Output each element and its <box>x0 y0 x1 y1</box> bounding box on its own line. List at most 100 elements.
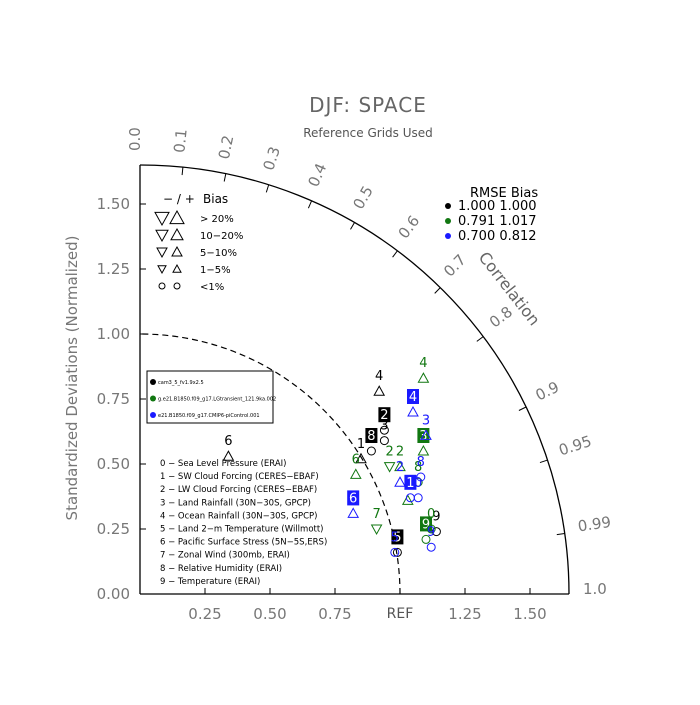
y-tick-label: 1.50 <box>97 195 130 213</box>
data-point-label: 1 <box>406 476 414 491</box>
case-legend-box <box>146 370 274 424</box>
case-legend-label: g.e21.B1850.f09_g17.LGtransient_121.9ka.… <box>158 397 276 403</box>
data-point-label-box <box>365 428 378 443</box>
bias-legend-label: 5−10% <box>200 248 237 259</box>
data-point-marker <box>383 462 396 473</box>
correlation-tick-mark <box>223 173 227 182</box>
data-point-label-box <box>391 529 404 545</box>
correlation-tick-label: 1.0 <box>583 580 607 598</box>
data-point-marker <box>394 460 406 472</box>
data-point-label: 4 <box>375 369 383 384</box>
data-point-label-box <box>404 474 417 490</box>
data-point-marker <box>349 468 362 479</box>
rmse-legend-values: 0.700 0.812 <box>458 229 537 244</box>
data-point-label: 4 <box>409 390 417 405</box>
correlation-tick-label: 0.1 <box>170 128 190 154</box>
data-point-marker <box>373 385 386 396</box>
data-point-marker <box>417 372 430 383</box>
data-point-marker <box>366 446 376 456</box>
correlation-tick-mark <box>476 336 484 342</box>
bias-legend-down-triangle <box>154 211 170 227</box>
data-point-label: 6 <box>352 452 360 467</box>
data-point-marker <box>355 452 367 464</box>
outer-arc <box>139 164 570 595</box>
x-tick-label: 1.25 <box>448 605 481 623</box>
bias-legend-label: 10−20% <box>200 231 243 242</box>
variable-legend-item: 5 − Land 2−m Temperature (Willmott) <box>160 525 324 535</box>
data-point-label: 2 <box>396 460 404 475</box>
correlation-tick-label: 0.9 <box>533 378 562 405</box>
y-tick-label: 0.00 <box>97 585 130 603</box>
y-axis-label: Standardized Deviations (Normalized) <box>63 236 81 521</box>
data-point-label-box <box>347 490 360 506</box>
data-point-label: 9 <box>427 525 435 540</box>
bias-legend-label: <1% <box>200 282 224 293</box>
bias-legend-label: 1−5% <box>200 265 231 276</box>
data-point-label-box <box>407 389 419 404</box>
bias-legend-up-triangle <box>170 227 184 241</box>
correlation-tick-label: 0.8 <box>486 303 516 332</box>
data-point-marker <box>417 444 430 456</box>
x-tick-label: 0.50 <box>253 605 286 623</box>
data-point-marker <box>426 524 436 534</box>
reference-circle <box>139 333 401 595</box>
variable-legend-item: 3 − Land Rainfall (30N−30S, GPCP) <box>160 498 311 508</box>
data-point-label: 3 <box>422 413 430 428</box>
x-tick-label: 1.50 <box>513 605 546 623</box>
correlation-tick-label: 0.6 <box>395 212 424 242</box>
variable-legend-item: 9 − Temperature (ERAI) <box>160 577 260 587</box>
rmse-legend-dot <box>445 233 451 239</box>
data-point-marker <box>222 450 235 461</box>
case-legend-dot <box>150 412 156 418</box>
data-point-label: 3 <box>419 429 427 444</box>
data-point-marker <box>416 472 426 482</box>
correlation-tick-mark <box>307 200 313 209</box>
data-point-marker <box>413 493 423 503</box>
case-legend-dot <box>150 395 156 402</box>
ref-label: REF <box>387 606 414 622</box>
bias-legend-header-sign: − / + <box>163 192 195 206</box>
rmse-legend-values: 1.000 1.000 <box>458 199 537 214</box>
data-point-label: 8 <box>414 460 422 475</box>
bias-legend-down-triangle <box>156 247 168 259</box>
bias-legend-circle <box>158 282 166 290</box>
correlation-tick-label: 0.4 <box>304 161 330 190</box>
variable-legend-item: 1 − SW Cloud Forcing (CERES−EBAF) <box>160 472 319 482</box>
y-tick-label: 0.75 <box>97 390 130 408</box>
data-point-marker <box>426 542 436 552</box>
correlation-tick-label: 0.5 <box>349 183 377 213</box>
data-point-label: 6 <box>224 434 232 449</box>
data-point-label: 1 <box>357 437 365 452</box>
data-point-label: 4 <box>419 356 427 371</box>
variable-legend-item: 8 − Relative Humidity (ERAI) <box>160 564 282 574</box>
y-tick-label: 1.00 <box>97 325 130 343</box>
data-point-label: 9 <box>422 517 430 532</box>
chart-title: DJF: SPACE <box>309 93 427 117</box>
y-tick-label: 0.25 <box>97 520 130 538</box>
rmse-legend-dot <box>445 218 451 224</box>
data-point-label: 0 <box>414 476 422 491</box>
case-legend-label: cam3_5_fv1.9x2.5 <box>158 380 204 386</box>
correlation-tick-label: 0.3 <box>260 144 284 172</box>
bias-legend-up-triangle <box>171 245 183 257</box>
data-point-marker <box>392 547 402 557</box>
chart-subtitle: Reference Grids Used <box>303 126 433 140</box>
data-point-marker <box>407 405 419 417</box>
variable-legend-item: 2 − LW Cloud Forcing (CERES−EBAF) <box>160 485 317 495</box>
legend-layer: − / + Bias > 20% 10−20% 5−10% 1−5% <1% RMSE Bia… <box>146 186 538 587</box>
case-legend-dot <box>150 379 156 385</box>
correlation-tick-label: 0.99 <box>577 513 613 536</box>
data-point-label: 7 <box>372 507 380 522</box>
bias-legend-header-bias: Bias <box>203 192 228 206</box>
data-point-marker <box>431 527 441 537</box>
data-point-label: 5 <box>391 530 399 545</box>
rmse-legend-dot <box>445 203 451 209</box>
data-point-label: 2 <box>396 445 404 460</box>
data-point-label-box <box>378 407 391 423</box>
data-point-marker <box>394 476 406 487</box>
case-legend-label: e21.B1850.f09_g17.CMIP6-piControl.001 <box>158 413 260 419</box>
y-tick-label: 1.25 <box>97 260 130 278</box>
correlation-tick-mark <box>539 459 548 464</box>
data-point-marker <box>401 494 414 505</box>
